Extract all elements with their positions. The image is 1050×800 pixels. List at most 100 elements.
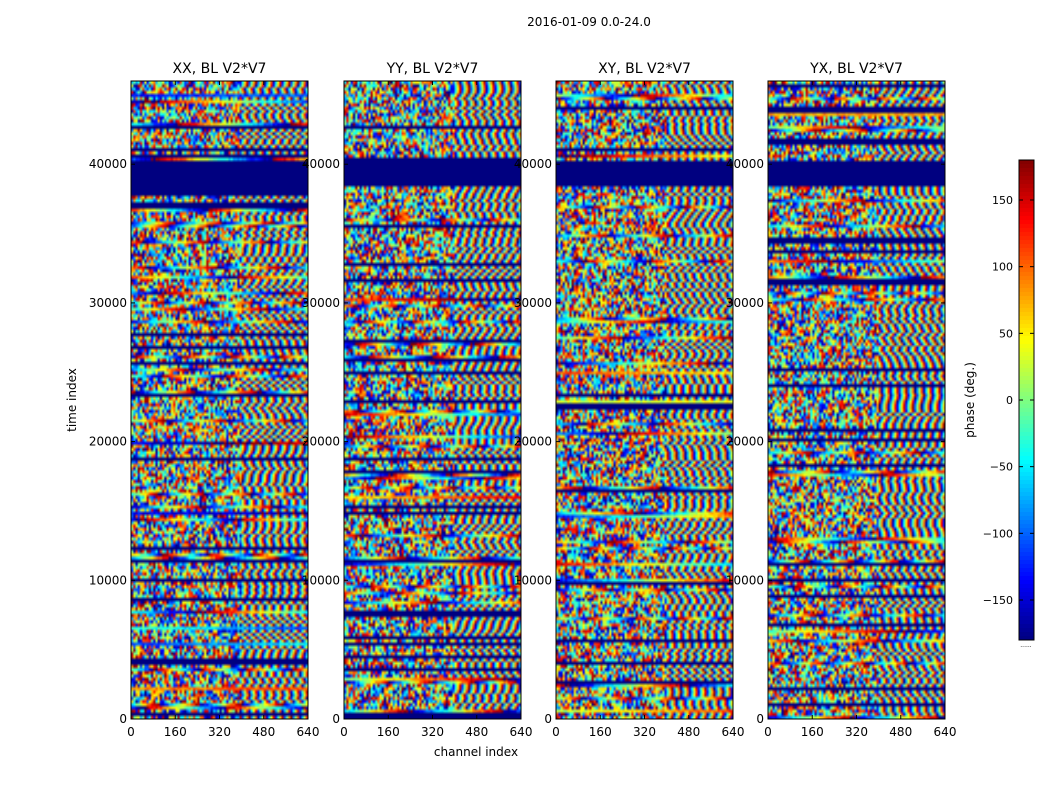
colorbar-segment — [1019, 592, 1034, 597]
y-tick-label: 10000 — [514, 573, 552, 587]
colorbar-segment — [1019, 576, 1034, 581]
y-tick-label: 10000 — [302, 573, 340, 587]
y-tick-label: 0 — [119, 712, 127, 726]
colorbar-segment — [1019, 468, 1034, 473]
colorbar-segment — [1019, 500, 1034, 505]
colorbar-segment — [1019, 208, 1034, 213]
y-tick-label: 20000 — [726, 435, 764, 449]
colorbar-segment — [1019, 512, 1034, 517]
colorbar-segment — [1019, 408, 1034, 413]
colorbar-segment — [1019, 232, 1034, 237]
panel-title: XY, BL V2*V7 — [598, 61, 691, 77]
colorbar-segment — [1019, 224, 1034, 229]
x-tick-label: 640 — [510, 725, 533, 739]
colorbar-tick-label: 150 — [992, 194, 1013, 207]
x-axis-label: channel index — [434, 745, 518, 759]
colorbar-segment — [1019, 540, 1034, 545]
colorbar-tick-label: 100 — [992, 261, 1013, 274]
colorbar-segment — [1019, 364, 1034, 369]
phase-heatmap-image — [344, 81, 521, 719]
colorbar-segment — [1019, 464, 1034, 469]
colorbar-segment — [1019, 536, 1034, 541]
colorbar-segment — [1019, 552, 1034, 557]
colorbar-segment — [1019, 176, 1034, 181]
colorbar-tick-label: −100 — [983, 527, 1013, 540]
colorbar-segment — [1019, 416, 1034, 421]
colorbar-segment — [1019, 196, 1034, 201]
colorbar-footnote: ...... — [1020, 642, 1032, 649]
x-tick-label: 320 — [208, 725, 231, 739]
x-tick-label: 480 — [465, 725, 488, 739]
colorbar-segment — [1019, 260, 1034, 265]
colorbar-segment — [1019, 448, 1034, 453]
colorbar-segment — [1019, 396, 1034, 401]
colorbar-segment — [1019, 560, 1034, 565]
colorbar-segment — [1019, 316, 1034, 321]
y-tick-label: 30000 — [726, 296, 764, 310]
colorbar-segment — [1019, 340, 1034, 345]
panel-title: XX, BL V2*V7 — [173, 61, 267, 77]
panel-title: YY, BL V2*V7 — [386, 61, 479, 77]
figure-suptitle: 2016-01-09 0.0-24.0 — [527, 15, 651, 29]
colorbar-segment — [1019, 308, 1034, 313]
colorbar-segment — [1019, 528, 1034, 533]
colorbar-segment — [1019, 484, 1034, 489]
colorbar-tick-label: −50 — [990, 461, 1013, 474]
colorbar-segment — [1019, 496, 1034, 501]
phase-panel-4: YX, BL V2*V7 0 160 320 480 640 0 10000 20000 3000… — [726, 61, 957, 739]
colorbar-segment — [1019, 428, 1034, 433]
colorbar-segment — [1019, 160, 1034, 165]
colorbar-segment — [1019, 220, 1034, 225]
colorbar-segment — [1019, 424, 1034, 429]
colorbar-segment — [1019, 392, 1034, 397]
colorbar-segment — [1019, 636, 1034, 641]
colorbar-segment — [1019, 532, 1034, 537]
x-tick-label: 320 — [421, 725, 444, 739]
colorbar-segment — [1019, 324, 1034, 329]
colorbar-segment — [1019, 524, 1034, 529]
colorbar-segment — [1019, 332, 1034, 337]
colorbar-segment — [1019, 504, 1034, 509]
colorbar-segment — [1019, 328, 1034, 333]
colorbar-segment — [1019, 596, 1034, 601]
y-tick-label: 30000 — [89, 296, 127, 310]
x-tick-label: 480 — [252, 725, 275, 739]
y-tick-label: 0 — [544, 712, 552, 726]
phase-heatmap-image — [768, 81, 945, 719]
colorbar-segment — [1019, 616, 1034, 621]
colorbar-segment — [1019, 544, 1034, 549]
y-tick-label: 10000 — [89, 573, 127, 587]
colorbar-segment — [1019, 200, 1034, 205]
colorbar-segment — [1019, 248, 1034, 253]
x-tick-label: 640 — [934, 725, 957, 739]
x-tick-label: 640 — [722, 725, 745, 739]
x-tick-label: 480 — [677, 725, 700, 739]
colorbar-segment — [1019, 624, 1034, 629]
colorbar-segment — [1019, 420, 1034, 425]
colorbar-segment — [1019, 348, 1034, 353]
colorbar-segment — [1019, 384, 1034, 389]
y-tick-label: 40000 — [302, 157, 340, 171]
x-tick-label: 0 — [552, 725, 560, 739]
colorbar-segment — [1019, 264, 1034, 269]
colorbar-segment — [1019, 520, 1034, 525]
x-tick-label: 640 — [297, 725, 320, 739]
colorbar-segment — [1019, 632, 1034, 637]
colorbar-segment — [1019, 600, 1034, 605]
y-tick-label: 10000 — [726, 573, 764, 587]
colorbar-segment — [1019, 252, 1034, 257]
x-tick-label: 160 — [801, 725, 824, 739]
colorbar-segment — [1019, 376, 1034, 381]
colorbar-segment — [1019, 568, 1034, 573]
x-tick-label: 320 — [633, 725, 656, 739]
colorbar-segment — [1019, 256, 1034, 261]
colorbar-segment — [1019, 472, 1034, 477]
colorbar-segment — [1019, 584, 1034, 589]
y-tick-label: 40000 — [514, 157, 552, 171]
colorbar-segment — [1019, 588, 1034, 593]
colorbar-segment — [1019, 352, 1034, 357]
y-tick-label: 30000 — [514, 296, 552, 310]
y-tick-label: 30000 — [302, 296, 340, 310]
colorbar-label: phase (deg.) — [963, 362, 977, 438]
